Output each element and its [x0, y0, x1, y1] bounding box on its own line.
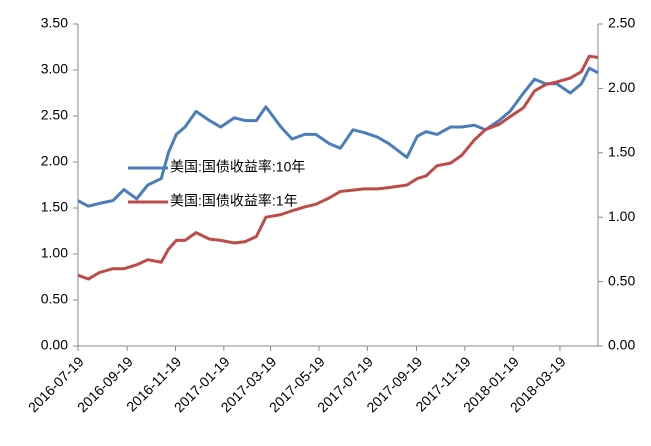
y-tick-label: 2.50 — [41, 107, 68, 123]
y2-tick-label: 1.00 — [608, 208, 635, 224]
y2-tick-label: 2.00 — [608, 79, 635, 95]
y-tick-label: 0.50 — [41, 291, 68, 307]
series-line — [77, 66, 599, 208]
y2-tick-label: 0.00 — [608, 337, 635, 353]
legend-label: 美国:国债收益率:10年 — [170, 159, 305, 175]
y-tick-label: 0.00 — [41, 337, 68, 353]
y-tick-label: 2.00 — [41, 153, 68, 169]
legend-label: 美国:国债收益率:1年 — [170, 193, 298, 209]
y2-tick-label: 0.50 — [608, 272, 635, 288]
y-tick-label: 1.00 — [41, 245, 68, 261]
y2-tick-label: 1.50 — [608, 144, 635, 160]
y-tick-label: 3.00 — [41, 61, 68, 77]
series-line — [77, 54, 599, 281]
y-tick-label: 1.50 — [41, 199, 68, 215]
y-tick-label: 3.50 — [41, 15, 68, 31]
y2-tick-label: 2.50 — [608, 15, 635, 31]
